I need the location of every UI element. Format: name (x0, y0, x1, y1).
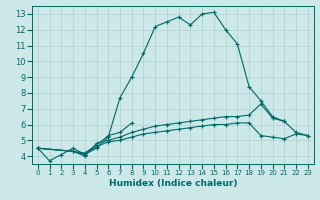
X-axis label: Humidex (Indice chaleur): Humidex (Indice chaleur) (108, 179, 237, 188)
